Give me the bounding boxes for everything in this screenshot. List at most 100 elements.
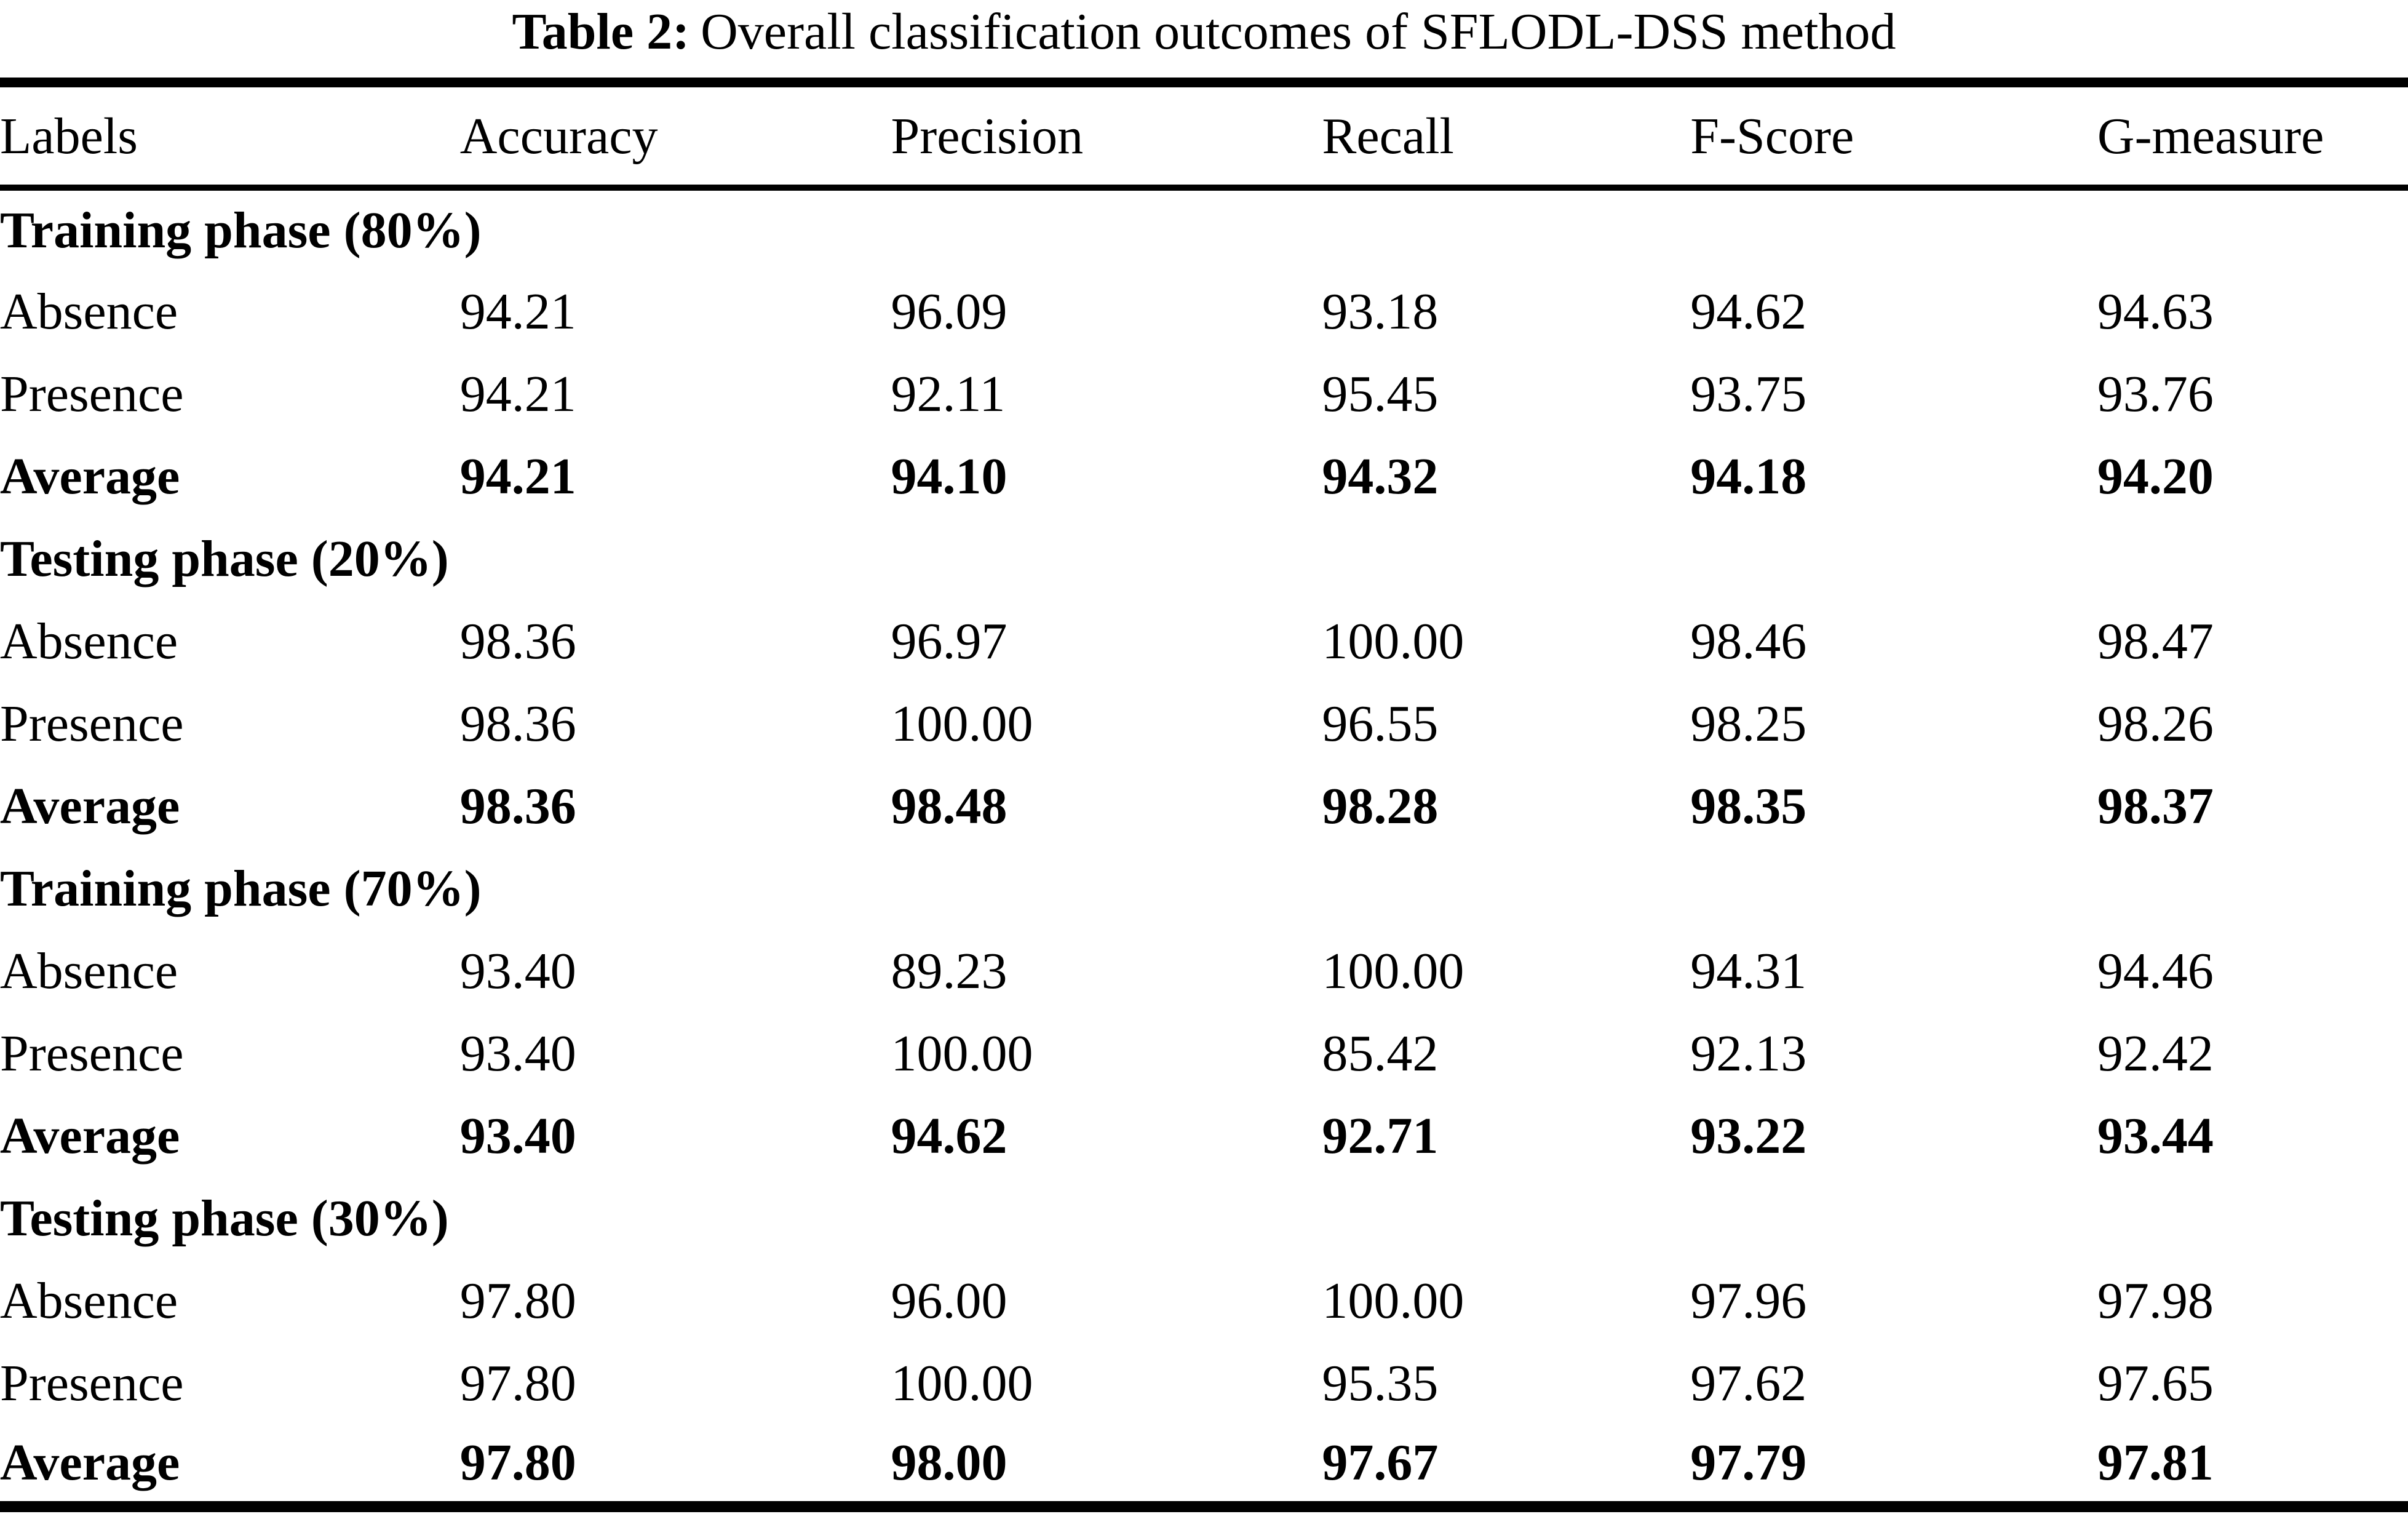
cell-accuracy: 93.40	[459, 1107, 576, 1165]
cell-precision: 94.10	[891, 447, 1007, 505]
cell-accuracy: 94.21	[459, 365, 576, 423]
row-label: Presence	[0, 1024, 184, 1082]
table-row: Presence 98.36 100.00 96.55 98.25 98.26	[0, 682, 2408, 765]
cell-gmeasure: 98.37	[2097, 777, 2214, 835]
cell-precision: 98.00	[891, 1424, 1322, 1513]
table-row: Absence 97.80 96.00 100.00 97.96 97.98	[0, 1259, 2408, 1342]
cell-recall: 85.42	[1322, 1024, 1439, 1082]
cell-accuracy: 94.21	[459, 282, 576, 340]
cell-accuracy: 94.21	[459, 447, 576, 505]
cell-accuracy: 98.36	[459, 612, 576, 670]
cell-precision: 94.62	[891, 1107, 1007, 1165]
row-label: Average	[0, 777, 180, 835]
cell-fscore: 97.96	[1690, 1272, 1807, 1329]
cell-precision: 89.23	[891, 942, 1007, 1000]
cell-recall: 98.28	[1322, 777, 1439, 835]
row-label: Average	[0, 1424, 460, 1513]
cell-precision: 96.09	[891, 282, 1007, 340]
cell-accuracy: 97.80	[459, 1272, 576, 1329]
cell-recall: 93.18	[1322, 282, 1439, 340]
cell-fscore: 98.46	[1690, 612, 1807, 670]
cell-gmeasure: 93.76	[2097, 365, 2214, 423]
cell-accuracy: 98.36	[459, 695, 576, 752]
row-label: Absence	[0, 1272, 178, 1329]
cell-gmeasure: 97.65	[2097, 1354, 2214, 1412]
cell-gmeasure: 98.26	[2097, 695, 2214, 752]
row-label: Absence	[0, 612, 178, 670]
row-label: Presence	[0, 695, 184, 752]
cell-recall: 97.67	[1322, 1424, 1691, 1513]
cell-fscore: 94.62	[1690, 282, 1807, 340]
cell-recall: 94.32	[1322, 447, 1439, 505]
row-label: Absence	[0, 282, 178, 340]
col-header-fscore: F-Score	[1690, 78, 2097, 191]
col-header-gmeasure: G-measure	[2097, 78, 2408, 191]
table-row: Presence 94.21 92.11 95.45 93.75 93.76	[0, 353, 2408, 435]
row-label: Presence	[0, 1354, 184, 1412]
cell-fscore: 97.62	[1690, 1354, 1807, 1412]
col-header-recall: Recall	[1322, 78, 1691, 191]
row-label: Absence	[0, 942, 178, 1000]
cell-gmeasure: 94.20	[2097, 447, 2214, 505]
results-table: Labels Accuracy Precision Recall F-Score…	[0, 78, 2408, 1513]
row-label: Average	[0, 447, 180, 505]
col-header-labels: Labels	[0, 78, 460, 191]
cell-fscore: 93.22	[1690, 1107, 1807, 1165]
cell-gmeasure: 97.81	[2097, 1424, 2408, 1513]
cell-accuracy: 97.80	[459, 1424, 891, 1513]
average-row: Average 94.21 94.10 94.32 94.18 94.20	[0, 435, 2408, 517]
table-caption-text: Overall classification outcomes of SFLOD…	[701, 3, 1896, 60]
average-row: Average 98.36 98.48 98.28 98.35 98.37	[0, 765, 2408, 847]
cell-recall: 100.00	[1322, 942, 1464, 1000]
col-header-precision: Precision	[891, 78, 1322, 191]
table-row: Presence 97.80 100.00 95.35 97.62 97.65	[0, 1342, 2408, 1424]
average-row: Average 93.40 94.62 92.71 93.22 93.44	[0, 1094, 2408, 1177]
row-label: Presence	[0, 365, 184, 423]
header-row: Labels Accuracy Precision Recall F-Score…	[0, 78, 2408, 191]
cell-gmeasure: 93.44	[2097, 1107, 2214, 1165]
cell-gmeasure: 97.98	[2097, 1272, 2214, 1329]
cell-gmeasure: 94.46	[2097, 942, 2214, 1000]
table-row: Absence 94.21 96.09 93.18 94.62 94.63	[0, 270, 2408, 353]
cell-fscore: 98.35	[1690, 777, 1807, 835]
cell-gmeasure: 94.63	[2097, 282, 2214, 340]
cell-precision: 100.00	[891, 695, 1033, 752]
cell-accuracy: 98.36	[459, 777, 576, 835]
cell-precision: 96.97	[891, 612, 1007, 670]
cell-gmeasure: 92.42	[2097, 1024, 2214, 1082]
average-row: Average 97.80 98.00 97.67 97.79 97.81	[0, 1424, 2408, 1513]
cell-recall: 92.71	[1322, 1107, 1439, 1165]
cell-fscore: 98.25	[1690, 695, 1807, 752]
cell-fscore: 97.79	[1690, 1424, 2097, 1513]
cell-fscore: 94.31	[1690, 942, 1807, 1000]
table-row: Presence 93.40 100.00 85.42 92.13 92.42	[0, 1012, 2408, 1094]
row-label: Average	[0, 1107, 180, 1165]
cell-accuracy: 93.40	[459, 1024, 576, 1082]
cell-precision: 100.00	[891, 1024, 1033, 1082]
cell-recall: 95.45	[1322, 365, 1439, 423]
cell-recall: 95.35	[1322, 1354, 1439, 1412]
table-caption: Table 2: Overall classification outcomes …	[0, 0, 2408, 78]
section-header-row: Training phase (70%)	[0, 847, 2408, 930]
cell-precision: 96.00	[891, 1272, 1007, 1329]
section-header-row: Training phase (80%)	[0, 188, 2408, 270]
section-header-label: Testing phase (20%)	[0, 530, 449, 588]
cell-accuracy: 93.40	[459, 942, 576, 1000]
cell-precision: 98.48	[891, 777, 1007, 835]
cell-recall: 100.00	[1322, 1272, 1464, 1329]
col-header-accuracy: Accuracy	[459, 78, 891, 191]
cell-fscore: 94.18	[1690, 447, 1807, 505]
cell-accuracy: 97.80	[459, 1354, 576, 1412]
cell-recall: 96.55	[1322, 695, 1439, 752]
cell-fscore: 92.13	[1690, 1024, 1807, 1082]
table-row: Absence 98.36 96.97 100.00 98.46 98.47	[0, 600, 2408, 682]
cell-fscore: 93.75	[1690, 365, 1807, 423]
section-header-row: Testing phase (20%)	[0, 517, 2408, 600]
section-header-label: Testing phase (30%)	[0, 1189, 449, 1247]
cell-precision: 100.00	[891, 1354, 1033, 1412]
cell-recall: 100.00	[1322, 612, 1464, 670]
section-header-label: Training phase (80%)	[0, 202, 482, 260]
table-caption-number: Table 2:	[512, 3, 690, 60]
section-header-row: Testing phase (30%)	[0, 1177, 2408, 1259]
